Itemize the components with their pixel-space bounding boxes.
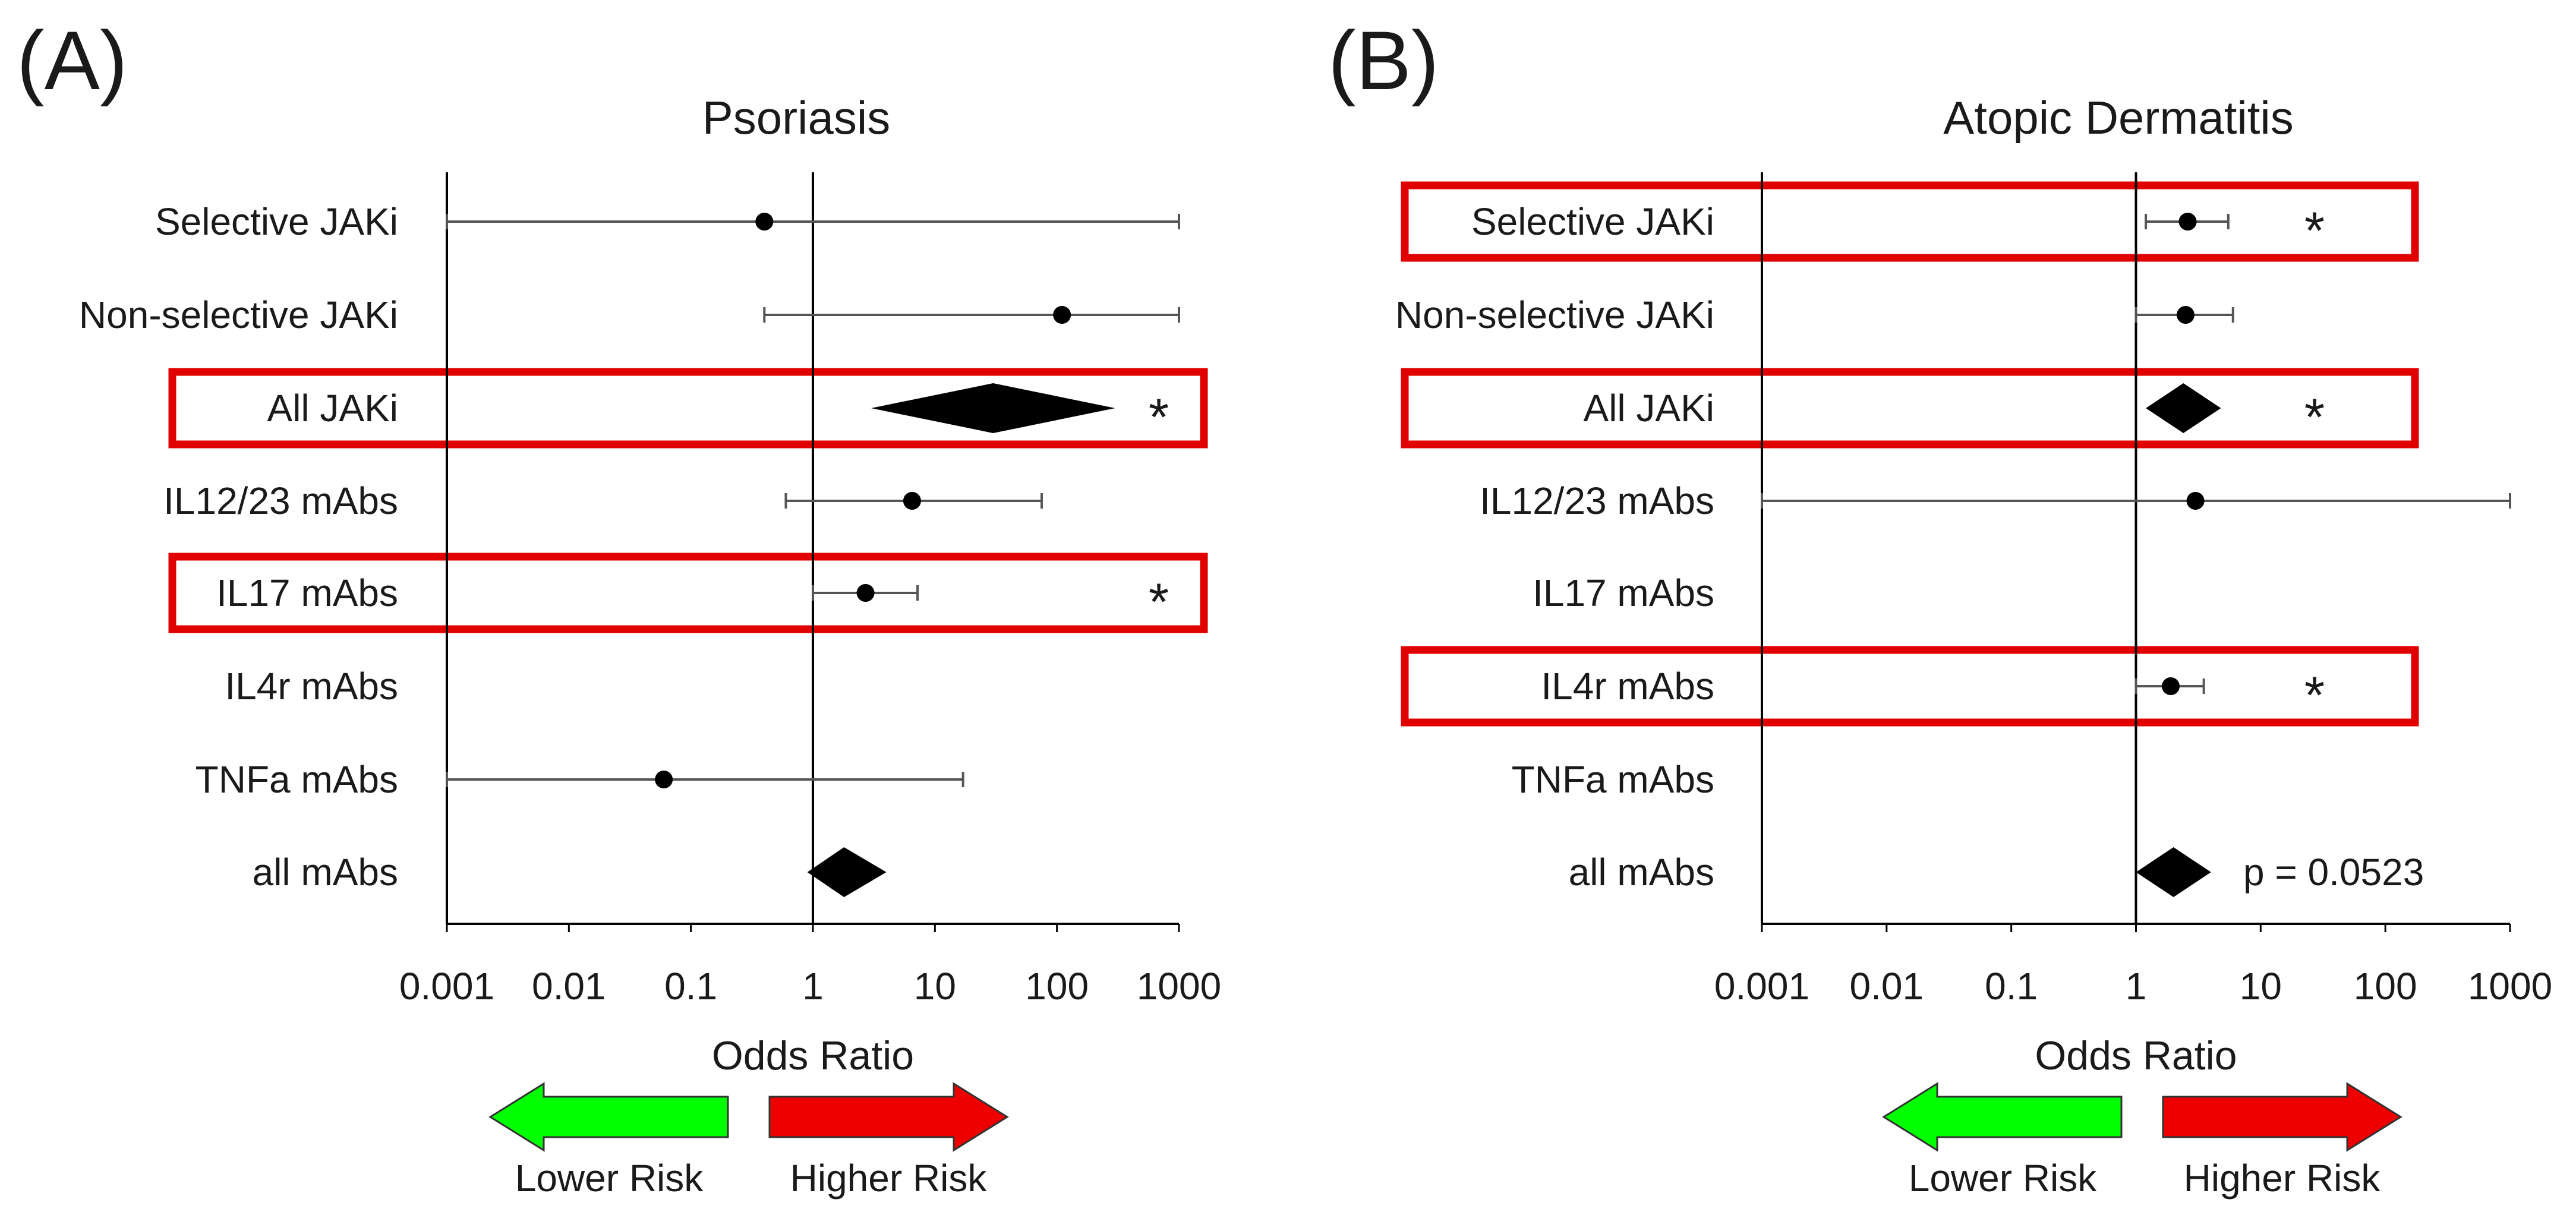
point-estimate-tnfa-mabs — [655, 771, 673, 788]
pooled-diamond-all-mabs — [807, 847, 887, 897]
point-estimate-selective-jaki — [2178, 213, 2197, 231]
x-axis-label: Odds Ratio — [712, 1033, 914, 1078]
x-tick-label-1: 1 — [802, 965, 824, 1008]
higher-risk-label: Higher Risk — [2184, 1157, 2381, 1200]
significance-star-all-jaki: * — [1149, 387, 1169, 446]
row-label-selective-jaki: Selective JAKi — [1471, 200, 1714, 243]
x-tick-label-1: 1 — [2126, 965, 2147, 1008]
highlight-box-all-jaki — [168, 368, 1208, 449]
point-estimate-il12-23-mabs — [2186, 492, 2205, 510]
x-axis-label: Odds Ratio — [2035, 1033, 2237, 1078]
higher-risk-arrow — [768, 1082, 1009, 1152]
significance-star-all-jaki: * — [2304, 387, 2325, 446]
chart-title: Psoriasis — [702, 91, 890, 144]
x-tick-label-100: 100 — [1025, 965, 1089, 1008]
x-tick-label-1000: 1000 — [2468, 965, 2552, 1008]
row-label-all-jaki: All JAKi — [1584, 387, 1715, 430]
row-label-il4r-mabs: IL4r mAbs — [1541, 665, 1714, 708]
row-label-il17-mabs: IL17 mAbs — [1533, 572, 1714, 614]
x-tick-label-0-001: 0.001 — [1714, 965, 1809, 1008]
point-estimate-selective-jaki — [755, 213, 774, 231]
x-tick-label-0-1: 0.1 — [1985, 965, 2038, 1008]
row-label-il12-23-mabs: IL12/23 mAbs — [1480, 479, 1714, 522]
point-estimate-il17-mabs — [856, 584, 875, 602]
row-label-il4r-mabs: IL4r mAbs — [225, 665, 398, 708]
row-label-il17-mabs: IL17 mAbs — [216, 572, 398, 614]
chart-title: Atopic Dermatitis — [1943, 91, 2294, 144]
row-label-non-selective-jaki: Non-selective JAKi — [1395, 293, 1714, 336]
row-label-il12-23-mabs: IL12/23 mAbs — [163, 479, 398, 522]
panel-label: (A) — [17, 14, 128, 107]
significance-star-il17-mabs: * — [1149, 572, 1169, 631]
point-estimate-il12-23-mabs — [903, 492, 921, 510]
highlight-box-selective-jaki — [1401, 181, 2419, 262]
pooled-diamond-all-jaki — [871, 383, 1115, 433]
row-label-non-selective-jaki: Non-selective JAKi — [79, 293, 398, 336]
row-label-selective-jaki: Selective JAKi — [155, 200, 398, 243]
row-label-tnfa-mabs: TNFa mAbs — [196, 758, 398, 801]
pooled-diamond-all-mabs — [2136, 847, 2211, 897]
row-label-all-mabs: all mAbs — [253, 851, 398, 894]
lower-risk-label: Lower Risk — [1909, 1157, 2098, 1200]
highlight-box-il4r-mabs — [1401, 646, 2419, 727]
row-label-tnfa-mabs: TNFa mAbs — [1512, 758, 1714, 801]
significance-star-il4r-mabs: * — [2304, 665, 2325, 724]
lower-risk-label: Lower Risk — [515, 1157, 704, 1200]
row-label-all-jaki: All JAKi — [267, 387, 399, 430]
x-tick-label-10: 10 — [914, 965, 956, 1008]
x-tick-label-10: 10 — [2240, 965, 2282, 1008]
row-label-all-mabs: all mAbs — [1569, 851, 1714, 894]
highlight-box-il17-mabs — [168, 553, 1208, 633]
x-tick-label-100: 100 — [2354, 965, 2417, 1008]
highlight-box-all-jaki — [1401, 368, 2419, 449]
panel-label: (B) — [1328, 14, 1439, 107]
x-tick-label-0-01: 0.01 — [1850, 965, 1924, 1008]
point-estimate-il4r-mabs — [2161, 677, 2180, 695]
lower-risk-arrow — [1882, 1082, 2123, 1152]
x-tick-label-1000: 1000 — [1137, 965, 1221, 1008]
lower-risk-arrow — [488, 1082, 729, 1152]
significance-star-selective-jaki: * — [2304, 201, 2325, 260]
panel-atopic-dermatitis: (B) Atopic Dermatitis 0.001 0.01 0.1 1 10 100 10… — [1328, 14, 2552, 1200]
p-value-annotation: p = 0.0523 — [2243, 851, 2424, 894]
panel-psoriasis: (A) Psoriasis 0.001 0.01 0.1 1 10 100 1000 Odds R… — [17, 14, 1221, 1200]
point-estimate-non-selective-jaki — [2177, 306, 2195, 324]
higher-risk-arrow — [2162, 1082, 2402, 1152]
point-estimate-non-selective-jaki — [1053, 306, 1071, 324]
x-tick-label-0-001: 0.001 — [399, 965, 494, 1008]
x-tick-label-0-01: 0.01 — [532, 965, 606, 1008]
higher-risk-label: Higher Risk — [790, 1157, 988, 1200]
x-tick-label-0-1: 0.1 — [664, 965, 717, 1008]
pooled-diamond-all-jaki — [2146, 383, 2221, 433]
